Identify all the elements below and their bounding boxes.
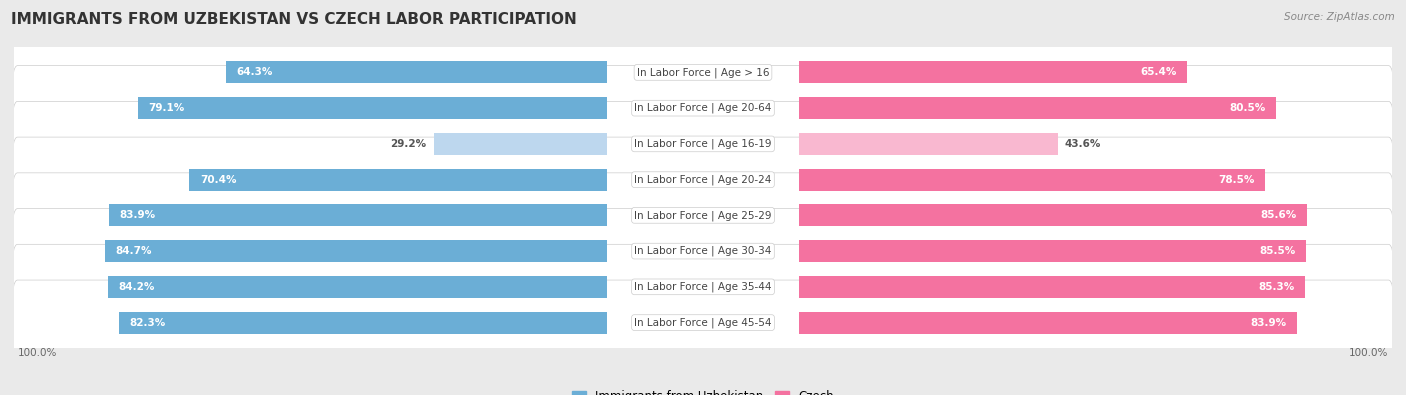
Text: In Labor Force | Age 25-29: In Labor Force | Age 25-29 xyxy=(634,210,772,221)
Bar xyxy=(800,276,1305,298)
FancyBboxPatch shape xyxy=(13,137,1393,222)
FancyBboxPatch shape xyxy=(13,30,1393,115)
Text: 78.5%: 78.5% xyxy=(1218,175,1254,184)
FancyBboxPatch shape xyxy=(13,102,1393,186)
Bar xyxy=(108,276,606,298)
Bar xyxy=(800,240,1306,262)
Bar xyxy=(190,169,606,191)
Text: 84.2%: 84.2% xyxy=(118,282,155,292)
Text: 43.6%: 43.6% xyxy=(1064,139,1101,149)
Bar xyxy=(433,133,606,155)
Bar xyxy=(800,61,1187,83)
FancyBboxPatch shape xyxy=(13,245,1393,329)
FancyBboxPatch shape xyxy=(13,66,1393,150)
Bar xyxy=(800,312,1296,334)
Text: In Labor Force | Age > 16: In Labor Force | Age > 16 xyxy=(637,67,769,78)
Text: 83.9%: 83.9% xyxy=(120,211,156,220)
Text: 84.7%: 84.7% xyxy=(115,246,152,256)
Text: 70.4%: 70.4% xyxy=(200,175,236,184)
Text: Source: ZipAtlas.com: Source: ZipAtlas.com xyxy=(1284,12,1395,22)
Text: In Labor Force | Age 30-34: In Labor Force | Age 30-34 xyxy=(634,246,772,256)
Text: 29.2%: 29.2% xyxy=(391,139,426,149)
FancyBboxPatch shape xyxy=(13,173,1393,258)
Bar xyxy=(800,204,1306,226)
Text: 85.6%: 85.6% xyxy=(1260,211,1296,220)
Text: 100.0%: 100.0% xyxy=(1350,348,1389,357)
Bar xyxy=(104,240,606,262)
Bar xyxy=(225,61,606,83)
Text: 82.3%: 82.3% xyxy=(129,318,166,327)
Bar xyxy=(110,204,606,226)
Bar xyxy=(120,312,606,334)
Text: 65.4%: 65.4% xyxy=(1140,68,1177,77)
FancyBboxPatch shape xyxy=(13,280,1393,365)
Bar xyxy=(800,97,1277,119)
Text: In Labor Force | Age 16-19: In Labor Force | Age 16-19 xyxy=(634,139,772,149)
Text: 80.5%: 80.5% xyxy=(1230,103,1265,113)
Text: 64.3%: 64.3% xyxy=(236,68,273,77)
Text: In Labor Force | Age 20-64: In Labor Force | Age 20-64 xyxy=(634,103,772,113)
Text: In Labor Force | Age 35-44: In Labor Force | Age 35-44 xyxy=(634,282,772,292)
Bar xyxy=(138,97,606,119)
Text: 85.5%: 85.5% xyxy=(1260,246,1296,256)
Bar xyxy=(800,133,1057,155)
Text: 85.3%: 85.3% xyxy=(1258,282,1295,292)
FancyBboxPatch shape xyxy=(13,209,1393,293)
Text: IMMIGRANTS FROM UZBEKISTAN VS CZECH LABOR PARTICIPATION: IMMIGRANTS FROM UZBEKISTAN VS CZECH LABO… xyxy=(11,12,576,27)
Text: 83.9%: 83.9% xyxy=(1250,318,1286,327)
Legend: Immigrants from Uzbekistan, Czech: Immigrants from Uzbekistan, Czech xyxy=(567,385,839,395)
Bar xyxy=(800,169,1264,191)
Text: In Labor Force | Age 20-24: In Labor Force | Age 20-24 xyxy=(634,174,772,185)
Text: In Labor Force | Age 45-54: In Labor Force | Age 45-54 xyxy=(634,317,772,328)
Text: 100.0%: 100.0% xyxy=(17,348,56,357)
Text: 79.1%: 79.1% xyxy=(148,103,184,113)
